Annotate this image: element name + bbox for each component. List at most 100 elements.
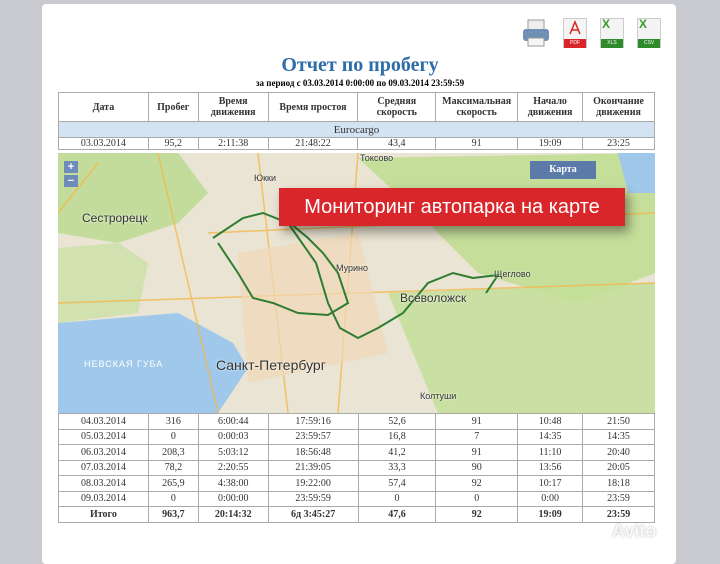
table-cell: 91 — [435, 413, 519, 430]
table-cell: 21:48:22 — [267, 137, 359, 150]
table-cell: 6:00:44 — [197, 413, 269, 430]
zoom-in-button[interactable]: + — [64, 161, 78, 173]
table-cell: 0 — [435, 490, 519, 507]
map-label: Юкки — [254, 173, 276, 183]
table-cell: 316 — [147, 413, 199, 430]
csv-label: CSV — [638, 39, 660, 48]
table-cell: 20:05 — [582, 459, 655, 476]
table-cell: 6д 3:45:27 — [267, 506, 359, 523]
table-cell: 7 — [435, 428, 519, 445]
table-cell: 23:59:59 — [267, 490, 359, 507]
xls-label: XLS — [601, 39, 623, 48]
col-header: Окончание движения — [582, 92, 655, 122]
table-cell: 11:10 — [517, 444, 584, 461]
table-cell: 21:39:05 — [267, 459, 359, 476]
group-row: Eurocargo — [58, 121, 655, 138]
col-header: Средняя скорость — [357, 92, 437, 122]
table-cell: 19:09 — [517, 137, 584, 150]
table-row[interactable]: 08.03.2014 265,9 4:38:00 19:22:00 57,4 92 10:1… — [58, 475, 655, 492]
table-cell: 08.03.2014 — [58, 475, 149, 492]
table-cell: 2:20:55 — [197, 459, 269, 476]
table-cell: 14:35 — [517, 428, 584, 445]
table-cell: 04.03.2014 — [58, 413, 149, 430]
table-cell: 07.03.2014 — [58, 459, 149, 476]
map-label: Мурино — [336, 263, 369, 273]
table-cell: 265,9 — [147, 475, 199, 492]
table-cell: 5:03:12 — [197, 444, 269, 461]
table-cell: 23:59 — [582, 490, 655, 507]
table-cell: 33,3 — [357, 459, 437, 476]
table-row[interactable]: 09.03.2014 0 0:00:00 23:59:59 0 0 0:00 23:59 — [58, 490, 655, 507]
total-row: Итого 963,7 20:14:32 6д 3:45:27 47,6 92 19:09 2… — [58, 506, 655, 523]
map-label: Сестрорецк — [82, 211, 148, 225]
table-cell: 0 — [147, 490, 199, 507]
table-cell: 19:09 — [517, 506, 584, 523]
map-label: Токсово — [360, 153, 394, 163]
table-cell: 05.03.2014 — [58, 428, 149, 445]
col-header: Максимальная скорость — [435, 92, 519, 122]
table-cell: 23:25 — [582, 137, 655, 150]
map-label: Санкт-Петербург — [216, 357, 326, 373]
table-cell: 13:56 — [517, 459, 584, 476]
table-cell: 43,4 — [357, 137, 437, 150]
pdf-icon[interactable]: PDF — [559, 18, 587, 48]
report-period: за период с 03.03.2014 0:00:00 по 09.03.… — [255, 78, 465, 88]
table-cell: 20:40 — [582, 444, 655, 461]
table-cell: 14:35 — [582, 428, 655, 445]
table-cell: 18:18 — [582, 475, 655, 492]
col-header: Дата — [58, 92, 149, 122]
table-row[interactable]: 05.03.2014 0 0:00:03 23:59:57 16,8 7 14:35 14:3… — [58, 428, 655, 445]
map-label: НЕВСКАЯ ГУБА — [84, 359, 164, 369]
table-row[interactable]: 06.03.2014 208,3 5:03:12 18:56:48 41,2 91 11:1… — [58, 444, 655, 461]
header-row: Дата Пробег Время движения Время простоя… — [58, 92, 655, 122]
table-cell: 0:00:03 — [197, 428, 269, 445]
table-cell: 0:00 — [517, 490, 584, 507]
table-cell: 20:14:32 — [197, 506, 269, 523]
table-cell: 91 — [435, 137, 519, 150]
map-label: Щеглово — [494, 269, 531, 279]
report-table-body: 04.03.2014 316 6:00:44 17:59:16 52,6 91 10:48 2… — [58, 413, 655, 523]
table-cell: 92 — [435, 475, 519, 492]
map-label: Всеволожск — [400, 291, 467, 305]
table-cell: 19:22:00 — [267, 475, 359, 492]
table-cell: 78,2 — [147, 459, 199, 476]
table-cell: 0 — [357, 490, 437, 507]
table-cell: 10:17 — [517, 475, 584, 492]
table-cell: 208,3 — [147, 444, 199, 461]
table-cell: 06.03.2014 — [58, 444, 149, 461]
table-cell: 47,6 — [357, 506, 437, 523]
printer-icon[interactable] — [522, 18, 550, 48]
xls-icon[interactable]: X XLS — [596, 17, 624, 48]
col-header: Время движения — [197, 92, 269, 122]
table-cell: 0 — [147, 428, 199, 445]
csv-icon[interactable]: X CSV — [633, 17, 661, 48]
map-type-button[interactable]: Карта — [530, 161, 596, 179]
col-header: Время простоя — [267, 92, 359, 122]
table-cell: 18:56:48 — [267, 444, 359, 461]
zoom-out-button[interactable]: − — [64, 175, 78, 187]
table-cell: 41,2 — [357, 444, 437, 461]
table-cell: 16,8 — [357, 428, 437, 445]
table-row[interactable]: 04.03.2014 316 6:00:44 17:59:16 52,6 91 10:48 2… — [58, 413, 655, 430]
col-header: Пробег — [147, 92, 199, 122]
table-cell: 963,7 — [147, 506, 199, 523]
table-cell: 92 — [435, 506, 519, 523]
promo-banner: Мониторинг автопарка на карте — [279, 188, 625, 226]
table-cell: 09.03.2014 — [58, 490, 149, 507]
report-table-head: Дата Пробег Время движения Время простоя… — [58, 92, 655, 150]
route-track — [212, 211, 501, 340]
table-cell: 57,4 — [357, 475, 437, 492]
report-title: Отчет по пробегу — [281, 54, 439, 76]
table-cell: 2:11:38 — [197, 137, 269, 150]
watermark: Avito — [612, 521, 657, 541]
table-cell: 0:00:00 — [197, 490, 269, 507]
table-cell: 91 — [435, 444, 519, 461]
table-row[interactable]: 03.03.2014 95,2 2:11:38 21:48:22 43,4 91 19:09… — [58, 137, 655, 150]
table-cell: 4:38:00 — [197, 475, 269, 492]
table-cell: 03.03.2014 — [58, 137, 149, 150]
pdf-label: PDF — [564, 39, 586, 48]
col-header: Начало движения — [517, 92, 584, 122]
table-cell: 95,2 — [147, 137, 199, 150]
table-row[interactable]: 07.03.2014 78,2 2:20:55 21:39:05 33,3 90 13:56… — [58, 459, 655, 476]
export-toolbar: PDF X XLS X CSV — [522, 17, 661, 48]
